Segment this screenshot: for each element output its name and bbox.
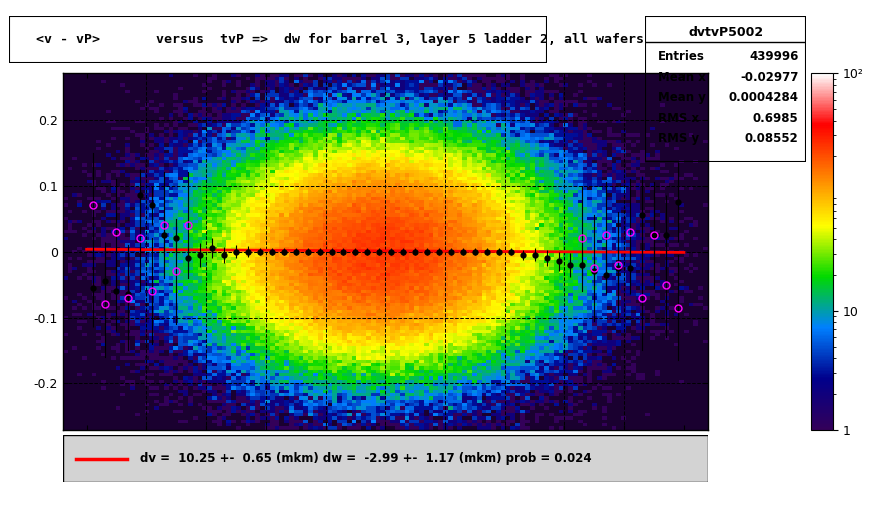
- Text: Mean y: Mean y: [658, 91, 706, 104]
- Text: -0.02977: -0.02977: [740, 71, 798, 84]
- Text: Mean x: Mean x: [658, 71, 706, 84]
- Text: 0.6985: 0.6985: [753, 112, 798, 125]
- Text: 439996: 439996: [749, 50, 798, 63]
- Text: dvtvP5002: dvtvP5002: [688, 26, 763, 39]
- Text: Entries: Entries: [658, 50, 705, 63]
- X-axis label: ../P06icFiles/cu62productionMinBias_FullField.root: ../P06icFiles/cu62productionMinBias_Full…: [230, 452, 540, 465]
- Text: dv =  10.25 +-  0.65 (mkm) dw =  -2.99 +-  1.17 (mkm) prob = 0.024: dv = 10.25 +- 0.65 (mkm) dw = -2.99 +- 1…: [140, 452, 591, 465]
- Text: 0.0004284: 0.0004284: [728, 91, 798, 104]
- Text: 0.08552: 0.08552: [745, 133, 798, 146]
- Text: <v - vP>       versus  tvP =>  dw for barrel 3, layer 5 ladder 2, all wafers: <v - vP> versus tvP => dw for barrel 3, …: [36, 33, 644, 46]
- Text: RMS x: RMS x: [658, 112, 699, 125]
- Text: RMS y: RMS y: [658, 133, 699, 146]
